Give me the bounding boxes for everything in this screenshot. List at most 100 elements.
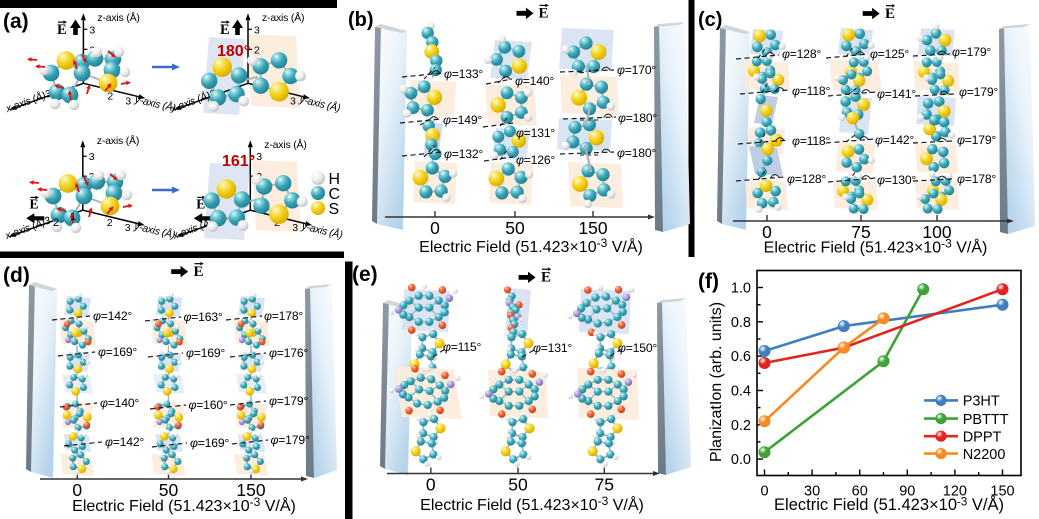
svg-text:φ=178°: φ=178°	[957, 172, 996, 186]
svg-text:2: 2	[53, 217, 59, 229]
svg-text:φ=180°: φ=180°	[617, 146, 656, 160]
svg-text:(e): (e)	[352, 263, 378, 286]
svg-text:φ=163°: φ=163°	[184, 310, 223, 324]
svg-text:100: 100	[922, 222, 951, 242]
svg-text:φ=115°: φ=115°	[443, 340, 482, 354]
svg-text:Electric Field (51.423×10-3 V/: Electric Field (51.423×10-3 V/Å)	[419, 236, 643, 256]
svg-text:φ=131°: φ=131°	[516, 126, 555, 140]
svg-text:2: 2	[254, 44, 260, 56]
svg-text:E: E	[30, 197, 39, 212]
svg-text:0.4: 0.4	[731, 384, 751, 400]
svg-text:φ=169°: φ=169°	[98, 345, 137, 359]
svg-text:90: 90	[899, 484, 915, 500]
svg-text:φ=179°: φ=179°	[952, 45, 991, 59]
svg-text:3: 3	[89, 151, 95, 163]
svg-text:φ=131°: φ=131°	[533, 341, 572, 355]
svg-text:E: E	[194, 264, 204, 280]
svg-text:φ=179°: φ=179°	[269, 394, 308, 408]
svg-text:0: 0	[426, 475, 436, 495]
svg-text:1.0: 1.0	[731, 281, 751, 297]
svg-text:161°: 161°	[222, 153, 255, 170]
svg-text:φ=133°: φ=133°	[444, 67, 483, 81]
svg-text:φ=142°: φ=142°	[105, 435, 144, 449]
svg-text:3: 3	[256, 151, 262, 163]
svg-text:Electric Field (51.423×10-3 V/: Electric Field (51.423×10-3 V/Å)	[72, 495, 296, 515]
svg-text:φ=142°: φ=142°	[93, 309, 132, 323]
svg-text:150: 150	[578, 218, 607, 238]
svg-text:φ=132°: φ=132°	[444, 147, 483, 161]
svg-text:Electric Field (51.423×10-3 V/: Electric Field (51.423×10-3 V/Å)	[774, 495, 1004, 514]
svg-text:2: 2	[107, 90, 113, 102]
svg-text:50: 50	[508, 475, 528, 495]
svg-text:z-axis (Å): z-axis (Å)	[262, 11, 304, 24]
svg-text:0: 0	[760, 484, 768, 500]
svg-text:0: 0	[72, 480, 82, 500]
svg-text:φ=128°: φ=128°	[787, 172, 826, 186]
svg-text:C: C	[329, 186, 341, 203]
svg-text:2: 2	[107, 217, 113, 229]
svg-text:E: E	[885, 6, 895, 22]
svg-text:φ=169°: φ=169°	[186, 346, 225, 360]
svg-text:150: 150	[236, 480, 265, 500]
svg-text:φ=140°: φ=140°	[515, 74, 554, 88]
svg-text:z-axis (Å): z-axis (Å)	[264, 138, 306, 151]
svg-text:PBTTT: PBTTT	[963, 412, 1009, 428]
svg-text:50: 50	[159, 480, 179, 500]
svg-text:φ=141°: φ=141°	[877, 87, 916, 101]
svg-text:φ=170°: φ=170°	[617, 63, 656, 77]
svg-text:3: 3	[292, 222, 298, 234]
svg-text:φ=169°: φ=169°	[190, 436, 229, 450]
svg-text:φ=118°: φ=118°	[792, 134, 831, 148]
svg-text:3: 3	[125, 95, 131, 107]
svg-text:50: 50	[505, 218, 525, 238]
svg-text:0.0: 0.0	[731, 452, 751, 468]
svg-text:S: S	[329, 201, 340, 218]
svg-text:1: 1	[70, 211, 76, 223]
svg-text:0.2: 0.2	[731, 418, 751, 434]
svg-text:0: 0	[430, 218, 440, 238]
svg-text:30: 30	[804, 484, 820, 500]
svg-text:E: E	[57, 22, 67, 38]
svg-text:PlanizatIon (arb. units): PlanizatIon (arb. units)	[708, 302, 725, 462]
svg-text:150: 150	[990, 484, 1014, 500]
svg-text:φ=179°: φ=179°	[959, 85, 998, 99]
svg-text:φ=118°: φ=118°	[792, 84, 831, 98]
svg-text:Electric Field (51.423×10-3 V/: Electric Field (51.423×10-3 V/Å)	[764, 237, 988, 257]
svg-text:120: 120	[943, 484, 967, 500]
svg-text:φ=126°: φ=126°	[516, 153, 555, 167]
svg-text:(a): (a)	[3, 10, 29, 33]
svg-text:E: E	[541, 270, 551, 286]
svg-text:φ=149°: φ=149°	[443, 113, 482, 127]
svg-text:E: E	[539, 6, 549, 22]
svg-text:φ=176°: φ=176°	[269, 346, 308, 360]
svg-text:(b): (b)	[348, 9, 374, 31]
svg-text:H: H	[329, 171, 341, 188]
svg-text:φ=179°: φ=179°	[271, 433, 310, 447]
svg-text:60: 60	[852, 484, 868, 500]
svg-text:φ=140°: φ=140°	[100, 396, 139, 410]
svg-text:φ=128°: φ=128°	[782, 47, 821, 61]
svg-text:3: 3	[125, 222, 131, 234]
svg-text:φ=125°: φ=125°	[870, 47, 909, 61]
svg-text:3: 3	[254, 24, 260, 36]
svg-text:z-axis (Å): z-axis (Å)	[97, 11, 139, 24]
svg-text:Electric Field (51.423×10-3 V/: Electric Field (51.423×10-3 V/Å)	[420, 494, 644, 514]
svg-text:E: E	[220, 22, 230, 38]
svg-text:P3HT: P3HT	[963, 394, 1000, 410]
svg-text:N2200: N2200	[963, 447, 1006, 463]
svg-text:φ=130°: φ=130°	[877, 173, 916, 187]
svg-text:0.8: 0.8	[731, 315, 751, 331]
svg-text:φ=180°: φ=180°	[618, 111, 657, 125]
svg-text:75: 75	[595, 475, 614, 495]
svg-text:(f): (f)	[698, 270, 719, 293]
svg-text:(d): (d)	[3, 264, 30, 287]
svg-text:(c): (c)	[698, 9, 722, 31]
svg-text:0: 0	[762, 222, 772, 242]
svg-text:3: 3	[290, 95, 296, 107]
svg-text:φ=150°: φ=150°	[618, 341, 657, 355]
svg-text:φ=142°: φ=142°	[875, 133, 914, 147]
svg-text:φ=160°: φ=160°	[189, 398, 228, 412]
svg-text:DPPT: DPPT	[963, 429, 1002, 445]
svg-text:E: E	[196, 197, 205, 212]
svg-text:180°: 180°	[217, 43, 250, 60]
